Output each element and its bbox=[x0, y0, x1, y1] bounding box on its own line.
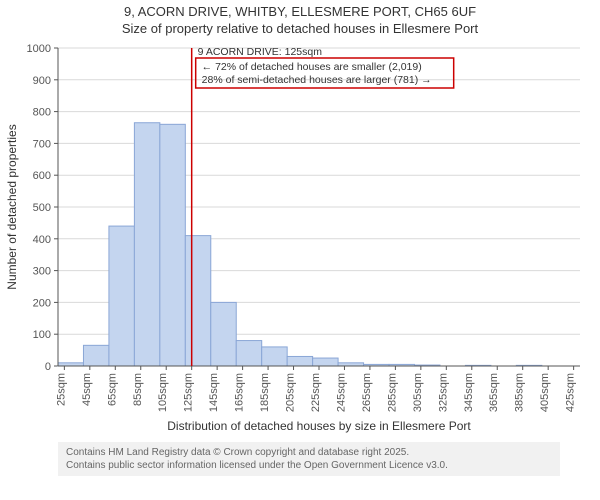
xtick-label: 245sqm bbox=[335, 373, 347, 412]
ytick-label: 100 bbox=[33, 329, 51, 341]
ytick-label: 300 bbox=[33, 266, 51, 278]
ytick-label: 600 bbox=[33, 170, 51, 182]
histogram-bar bbox=[211, 302, 236, 366]
histogram-bar bbox=[287, 356, 312, 366]
annotation-line1: ← 72% of detached houses are smaller (2,… bbox=[202, 61, 422, 73]
histogram-bar bbox=[160, 124, 185, 366]
ytick-label: 700 bbox=[33, 138, 51, 150]
xtick-label: 385sqm bbox=[514, 373, 526, 412]
caption-box: Contains HM Land Registry data © Crown c… bbox=[58, 442, 560, 476]
xtick-label: 225sqm bbox=[310, 373, 322, 412]
xtick-label: 125sqm bbox=[183, 373, 195, 412]
xtick-label: 365sqm bbox=[488, 373, 500, 412]
chart-sub-title: Size of property relative to detached ho… bbox=[0, 21, 600, 36]
xtick-label: 145sqm bbox=[208, 373, 220, 412]
y-axis-label: Number of detached properties bbox=[5, 124, 19, 289]
ytick-label: 0 bbox=[45, 361, 51, 373]
caption-line-1: Contains HM Land Registry data © Crown c… bbox=[66, 446, 552, 459]
xtick-label: 305sqm bbox=[412, 373, 424, 412]
title-block: 9, ACORN DRIVE, WHITBY, ELLESMERE PORT, … bbox=[0, 4, 600, 36]
xtick-label: 265sqm bbox=[361, 373, 373, 412]
histogram-bar bbox=[109, 226, 134, 366]
annotation-title: 9 ACORN DRIVE: 125sqm bbox=[198, 46, 323, 58]
chart-container: 0 100 200 300 400 500 600 700 800 900 1000 25sqm 45s… bbox=[0, 36, 600, 436]
xtick-label: 65sqm bbox=[106, 373, 118, 406]
ytick-label: 1000 bbox=[27, 43, 51, 55]
histogram-bar bbox=[134, 123, 159, 366]
ytick-label: 200 bbox=[33, 297, 51, 309]
histogram-chart: 0 100 200 300 400 500 600 700 800 900 1000 25sqm 45s… bbox=[0, 36, 600, 436]
xtick-label: 165sqm bbox=[234, 373, 246, 412]
xtick-label: 25sqm bbox=[55, 373, 67, 406]
histogram-bar bbox=[236, 341, 261, 366]
xtick-label: 405sqm bbox=[539, 373, 551, 412]
caption-line-2: Contains public sector information licen… bbox=[66, 459, 552, 472]
histogram-bar bbox=[313, 358, 338, 366]
xtick-label: 425sqm bbox=[565, 373, 577, 412]
xtick-label: 85sqm bbox=[132, 373, 144, 406]
chart-main-title: 9, ACORN DRIVE, WHITBY, ELLESMERE PORT, … bbox=[0, 4, 600, 19]
xtick-label: 45sqm bbox=[81, 373, 93, 406]
ytick-label: 900 bbox=[33, 75, 51, 87]
histogram-bar bbox=[262, 347, 287, 366]
annotation-line2: 28% of semi-detached houses are larger (… bbox=[202, 74, 432, 86]
xtick-label: 285sqm bbox=[386, 373, 398, 412]
xtick-label: 105sqm bbox=[157, 373, 169, 412]
x-axis-label: Distribution of detached houses by size … bbox=[167, 419, 471, 433]
ytick-label: 800 bbox=[33, 107, 51, 119]
ytick-label: 400 bbox=[33, 234, 51, 246]
xtick-label: 185sqm bbox=[259, 373, 271, 412]
xtick-label: 205sqm bbox=[285, 373, 297, 412]
ytick-label: 500 bbox=[33, 202, 51, 214]
xtick-label: 345sqm bbox=[463, 373, 475, 412]
histogram-bar bbox=[83, 345, 108, 366]
xtick-label: 325sqm bbox=[437, 373, 449, 412]
histogram-bar bbox=[185, 236, 210, 366]
